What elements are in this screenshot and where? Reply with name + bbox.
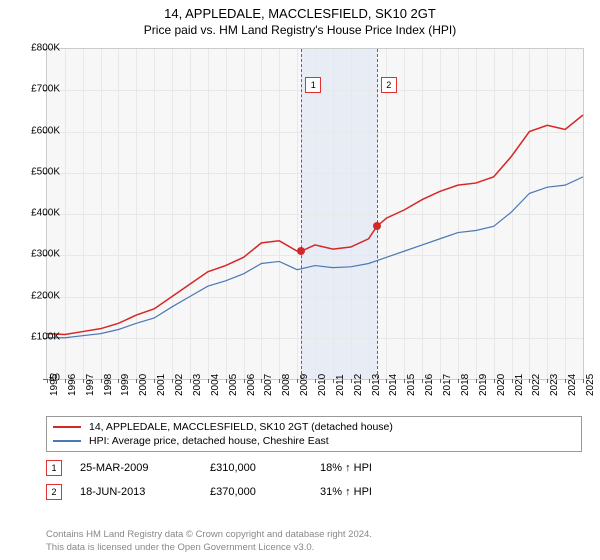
sale-hpi-delta: 18% ↑ HPI <box>320 462 420 474</box>
footer-line: Contains HM Land Registry data © Crown c… <box>46 529 372 541</box>
yaxis-label: £300K <box>10 249 60 260</box>
xaxis-label: 1998 <box>103 374 114 396</box>
xtick <box>494 379 495 383</box>
xaxis-label: 2025 <box>585 374 596 396</box>
xaxis-label: 2018 <box>460 374 471 396</box>
xaxis-label: 2002 <box>174 374 185 396</box>
sale-date: 18-JUN-2013 <box>80 486 210 498</box>
xaxis-label: 2023 <box>549 374 560 396</box>
legend-label: HPI: Average price, detached house, Ches… <box>89 435 329 447</box>
xtick <box>440 379 441 383</box>
chart-title: 14, APPLEDALE, MACCLESFIELD, SK10 2GT <box>0 0 600 21</box>
xtick <box>333 379 334 383</box>
xaxis-label: 1995 <box>49 374 60 396</box>
legend-swatch <box>53 426 81 428</box>
xaxis-label: 2008 <box>281 374 292 396</box>
yaxis-label: £800K <box>10 43 60 54</box>
xtick <box>297 379 298 383</box>
xtick <box>65 379 66 383</box>
xtick <box>101 379 102 383</box>
sale-marker-on-chart: 2 <box>381 77 397 93</box>
xtick <box>565 379 566 383</box>
sale-row: 2 18-JUN-2013 £370,000 31% ↑ HPI <box>46 484 582 500</box>
xaxis-label: 2024 <box>567 374 578 396</box>
xaxis-label: 2007 <box>263 374 274 396</box>
xaxis-label: 2015 <box>406 374 417 396</box>
legend-label: 14, APPLEDALE, MACCLESFIELD, SK10 2GT (d… <box>89 421 393 433</box>
xtick <box>208 379 209 383</box>
legend-item: 14, APPLEDALE, MACCLESFIELD, SK10 2GT (d… <box>53 420 575 434</box>
sale-row: 1 25-MAR-2009 £310,000 18% ↑ HPI <box>46 460 582 476</box>
xaxis-label: 1997 <box>85 374 96 396</box>
yaxis-label: £600K <box>10 125 60 136</box>
sale-price: £370,000 <box>210 486 320 498</box>
xtick <box>244 379 245 383</box>
xaxis-label: 2000 <box>138 374 149 396</box>
xaxis-label: 2016 <box>424 374 435 396</box>
xaxis-label: 2004 <box>210 374 221 396</box>
yaxis-label: £100K <box>10 331 60 342</box>
xaxis-label: 2019 <box>478 374 489 396</box>
footer-line: This data is licensed under the Open Gov… <box>46 542 372 554</box>
xtick <box>172 379 173 383</box>
xaxis-label: 1996 <box>67 374 78 396</box>
xaxis-label: 2011 <box>335 374 346 396</box>
sale-marker-on-chart: 1 <box>305 77 321 93</box>
xaxis-label: 2022 <box>531 374 542 396</box>
sale-date: 25-MAR-2009 <box>80 462 210 474</box>
xaxis-label: 1999 <box>120 374 131 396</box>
xaxis-label: 2001 <box>156 374 167 396</box>
yaxis-label: £200K <box>10 290 60 301</box>
footer: Contains HM Land Registry data © Crown c… <box>46 529 372 554</box>
sale-marker-box: 2 <box>46 484 62 500</box>
xtick <box>583 379 584 383</box>
xaxis-label: 2003 <box>192 374 203 396</box>
yaxis-label: £500K <box>10 166 60 177</box>
xaxis-label: 2017 <box>442 374 453 396</box>
xtick <box>226 379 227 383</box>
sale-point-marker <box>373 222 381 230</box>
xtick <box>476 379 477 383</box>
xaxis-label: 2009 <box>299 374 310 396</box>
xtick <box>512 379 513 383</box>
sale-vline <box>377 49 378 379</box>
yaxis-label: £400K <box>10 208 60 219</box>
chart-subtitle: Price paid vs. HM Land Registry's House … <box>0 21 600 37</box>
sale-marker-box: 1 <box>46 460 62 476</box>
xaxis-label: 2005 <box>228 374 239 396</box>
legend-item: HPI: Average price, detached house, Ches… <box>53 434 575 448</box>
xaxis-label: 2012 <box>353 374 364 396</box>
sale-hpi-delta: 31% ↑ HPI <box>320 486 420 498</box>
xtick <box>458 379 459 383</box>
xtick <box>351 379 352 383</box>
xaxis-label: 2006 <box>246 374 257 396</box>
xtick <box>190 379 191 383</box>
chart-plot-area: 12 <box>46 48 584 380</box>
xaxis-label: 2020 <box>496 374 507 396</box>
xtick <box>315 379 316 383</box>
sale-vline <box>301 49 302 379</box>
chart-lines-svg <box>47 49 583 379</box>
xaxis-label: 2010 <box>317 374 328 396</box>
sale-price: £310,000 <box>210 462 320 474</box>
series-property <box>47 115 583 334</box>
series-hpi <box>47 177 583 338</box>
sale-point-marker <box>297 247 305 255</box>
xtick <box>369 379 370 383</box>
xaxis-label: 2014 <box>388 374 399 396</box>
legend-swatch <box>53 440 81 442</box>
xaxis-label: 2021 <box>514 374 525 396</box>
xaxis-label: 2013 <box>371 374 382 396</box>
xtick <box>83 379 84 383</box>
yaxis-label: £700K <box>10 84 60 95</box>
chart-container: 14, APPLEDALE, MACCLESFIELD, SK10 2GT Pr… <box>0 0 600 560</box>
chart-legend: 14, APPLEDALE, MACCLESFIELD, SK10 2GT (d… <box>46 416 582 452</box>
